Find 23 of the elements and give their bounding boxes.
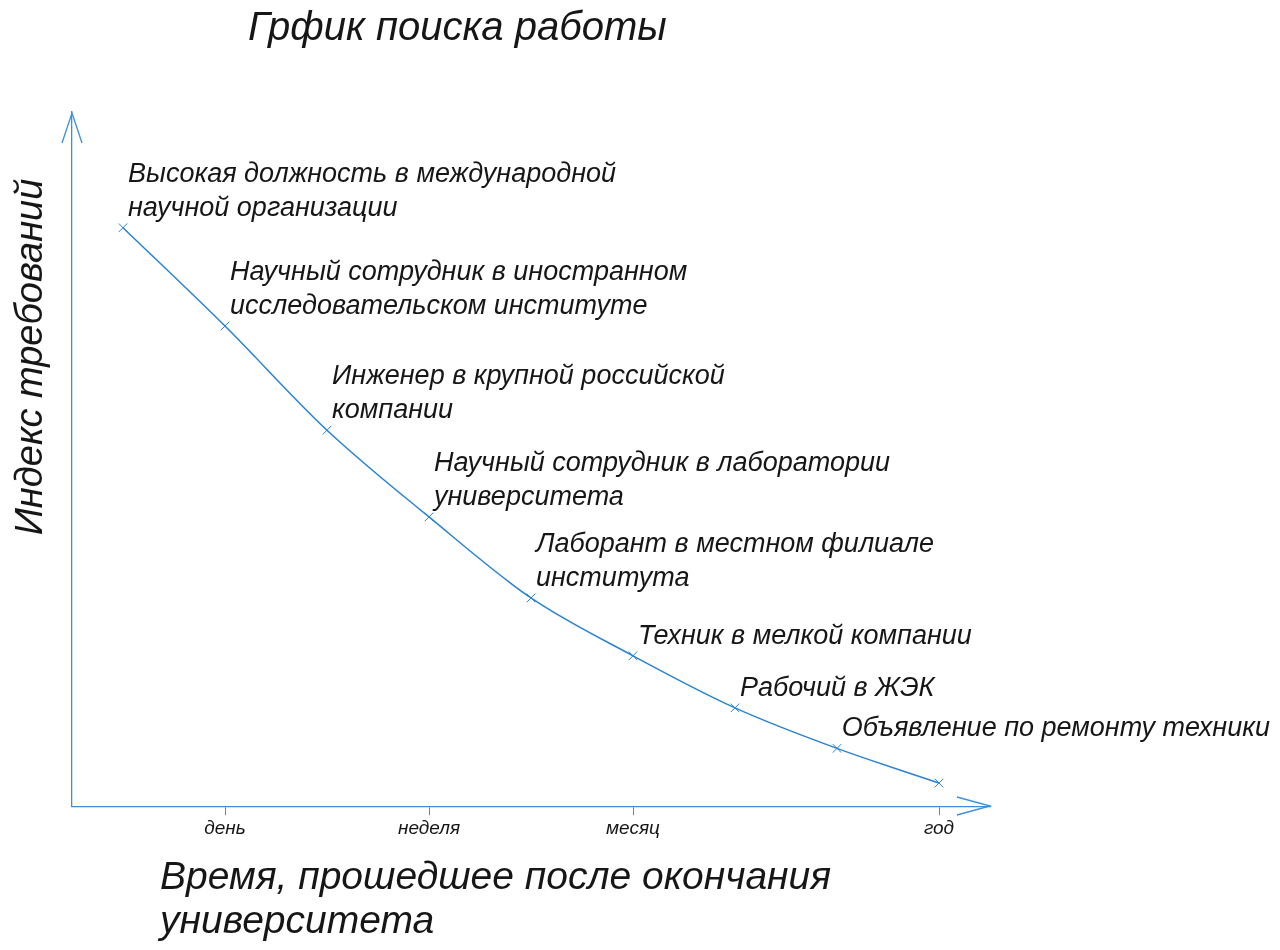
point <box>322 425 332 435</box>
chart-title: Грфик поиска работы <box>248 4 667 48</box>
y-axis-title: Индекс требований <box>8 178 50 536</box>
point <box>526 593 536 603</box>
point <box>934 778 944 788</box>
x-axis-title: Время, прошедшее после окончания университета <box>157 854 832 941</box>
point <box>628 651 638 661</box>
annotation: Инженер в крупной российской компании <box>332 360 725 425</box>
point <box>118 222 128 233</box>
annotation: Научный сотрудник в лаборатории университета <box>432 446 891 511</box>
x-tick-label: день <box>204 816 246 838</box>
x-tick-label: год <box>923 816 955 838</box>
x-tick-label: месяц <box>606 816 661 838</box>
point <box>832 743 842 754</box>
point <box>424 512 434 522</box>
annotation: Рабочий в ЖЭК <box>740 671 937 702</box>
annotation: Научный сотрудник в иностранном исследовательском институте <box>230 256 688 321</box>
text: Высокая должность в международной научной организации <box>128 157 617 222</box>
annotation: Объявление по ремонту техники <box>841 712 1271 743</box>
x-tick-label: неделя <box>397 816 461 838</box>
point <box>730 703 740 713</box>
annotation: Техник в мелкой компании <box>638 619 972 650</box>
annotation: Лаборант в местном филиале института <box>534 527 935 592</box>
